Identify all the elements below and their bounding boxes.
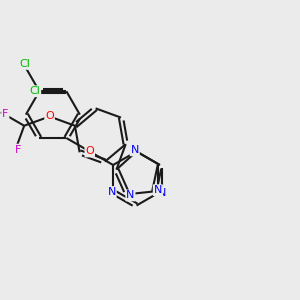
Text: O: O	[85, 146, 94, 157]
Text: O: O	[45, 112, 54, 122]
Text: N: N	[154, 185, 162, 195]
Text: N: N	[158, 188, 166, 198]
Text: N: N	[107, 187, 116, 197]
Text: F: F	[15, 145, 21, 154]
Text: F: F	[2, 109, 8, 119]
Text: Cl: Cl	[19, 59, 30, 69]
Text: N: N	[126, 190, 135, 200]
Text: Cl: Cl	[29, 86, 40, 96]
Text: N: N	[130, 145, 139, 155]
